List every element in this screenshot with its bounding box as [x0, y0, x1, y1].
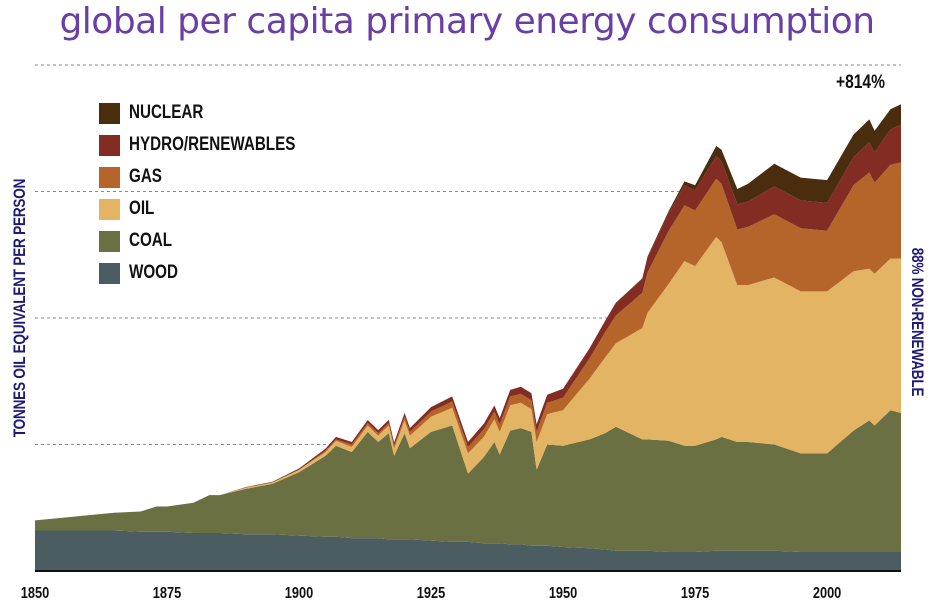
- legend-swatch: [99, 134, 120, 156]
- x-tick-1925: 1925: [417, 585, 445, 603]
- legend-swatch: [99, 230, 120, 252]
- legend-label: COAL: [129, 230, 173, 251]
- x-tick-1900: 1900: [285, 585, 313, 603]
- legend-item-coal: COAL: [99, 225, 337, 257]
- x-tick-1875: 1875: [153, 585, 181, 603]
- legend-label: NUCLEAR: [129, 102, 204, 123]
- legend-swatch: [99, 198, 120, 220]
- right-annotation-label: 88% NON-RENEWABLE: [908, 247, 927, 397]
- legend-item-wood: WOOD: [99, 257, 337, 289]
- legend-label: HYDRO/RENEWABLES: [129, 134, 296, 155]
- x-tick-1850: 1850: [21, 585, 49, 603]
- legend-swatch: [99, 262, 120, 284]
- area-wood: [35, 530, 901, 571]
- x-tick-1975: 1975: [681, 585, 709, 603]
- area-gas: [35, 162, 901, 521]
- x-tick-labels: 1850 1875 1900 1925 1950 1975 2000: [21, 585, 842, 603]
- growth-annotation: +814%: [836, 72, 885, 93]
- legend-label: OIL: [129, 198, 155, 219]
- legend-item-oil: OIL: [99, 193, 337, 225]
- y-axis-label: TONNES OIL EQUIVALENT PER PERSON: [10, 178, 29, 438]
- legend-item-hydro-renewables: HYDRO/RENEWABLES: [99, 129, 337, 161]
- area-oil: [35, 237, 901, 521]
- x-tick-2000: 2000: [813, 585, 841, 603]
- legend-item-gas: GAS: [99, 161, 337, 193]
- legend-label: WOOD: [129, 262, 178, 283]
- legend-item-nuclear: NUCLEAR: [99, 97, 337, 129]
- x-tick-1950: 1950: [549, 585, 577, 603]
- legend-label: GAS: [129, 166, 162, 187]
- legend-swatch: [99, 102, 120, 124]
- chart-title: global per capita primary energy consump…: [59, 1, 875, 42]
- area-layers: [35, 104, 901, 571]
- area-coal: [35, 410, 901, 552]
- legend: NUCLEAR HYDRO/RENEWABLES GAS OIL COAL WOOD: [99, 97, 337, 289]
- legend-swatch: [99, 166, 120, 188]
